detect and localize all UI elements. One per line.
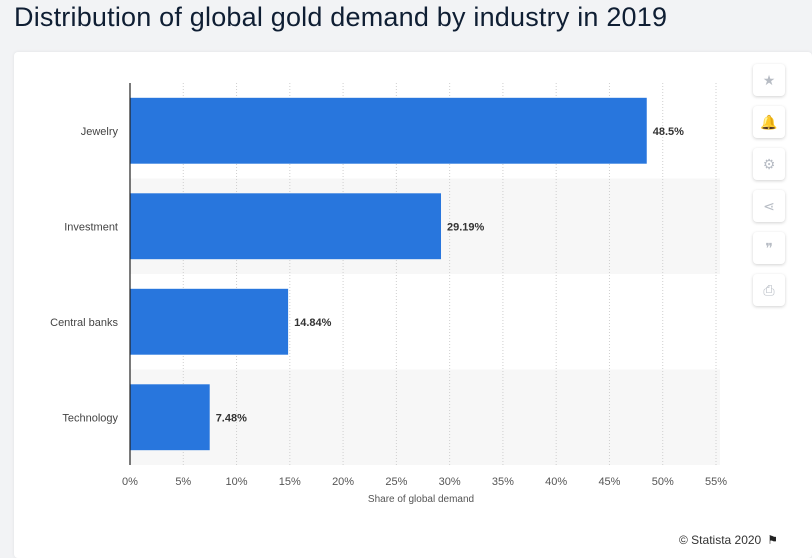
bar[interactable] xyxy=(130,193,442,260)
quote-icon: ❞ xyxy=(765,239,773,256)
gear-icon: ⚙ xyxy=(762,155,776,172)
x-axis-title: Share of global demand xyxy=(368,494,474,505)
bar[interactable] xyxy=(130,288,289,355)
x-tick-label: 40% xyxy=(545,476,567,488)
share-icon: ⋖ xyxy=(763,197,775,214)
bell-icon: 🔔 xyxy=(760,113,778,130)
print-icon: ⎙ xyxy=(763,281,775,298)
copyright-text: © Statista 2020 xyxy=(679,533,762,547)
x-tick-label: 20% xyxy=(332,476,354,488)
x-tick-labels: 0% 5% 10% 15% 20% 25% 30% 35% 40% 45% 50% 55% xyxy=(122,476,727,488)
toolbar: ★ 🔔 ⚙ ⋖ ❞ ⎙ xyxy=(753,64,785,316)
x-tick-label: 15% xyxy=(279,476,301,488)
value-label: 29.19% xyxy=(447,221,485,233)
star-icon: ★ xyxy=(762,71,776,88)
notify-button[interactable]: 🔔 xyxy=(753,106,785,138)
value-label: 48.5% xyxy=(653,126,684,138)
bar[interactable] xyxy=(130,97,647,164)
value-label: 14.84% xyxy=(294,317,332,329)
category-labels: Jewelry Investment Central banks Technology xyxy=(50,126,118,425)
category-label: Central banks xyxy=(50,317,118,329)
x-tick-label: 35% xyxy=(492,476,514,488)
bar[interactable] xyxy=(130,384,210,451)
flag-icon[interactable]: ⚑ xyxy=(767,533,778,547)
x-tick-label: 50% xyxy=(652,476,674,488)
share-button[interactable]: ⋖ xyxy=(753,190,785,222)
favorite-button[interactable]: ★ xyxy=(753,64,785,96)
category-label: Jewelry xyxy=(81,126,119,138)
category-label: Technology xyxy=(62,412,118,424)
x-tick-label: 5% xyxy=(175,476,191,488)
print-button[interactable]: ⎙ xyxy=(753,274,785,306)
page-title: Distribution of global gold demand by in… xyxy=(14,2,668,32)
value-labels: 48.5% 29.19% 14.84% 7.48% xyxy=(216,126,684,425)
value-label: 7.48% xyxy=(216,412,247,424)
x-tick-label: 30% xyxy=(439,476,461,488)
row-band xyxy=(130,369,720,465)
x-tick-label: 55% xyxy=(705,476,727,488)
x-tick-label: 45% xyxy=(598,476,620,488)
x-tick-label: 10% xyxy=(226,476,248,488)
cite-button[interactable]: ❞ xyxy=(753,232,785,264)
settings-button[interactable]: ⚙ xyxy=(753,148,785,180)
x-tick-label: 0% xyxy=(122,476,138,488)
x-tick-label: 25% xyxy=(385,476,407,488)
category-label: Investment xyxy=(64,221,118,233)
footer: © Statista 2020 ⚑ xyxy=(679,533,778,547)
bars xyxy=(130,97,647,451)
